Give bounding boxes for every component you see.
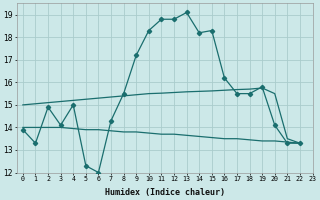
X-axis label: Humidex (Indice chaleur): Humidex (Indice chaleur): [105, 188, 225, 197]
